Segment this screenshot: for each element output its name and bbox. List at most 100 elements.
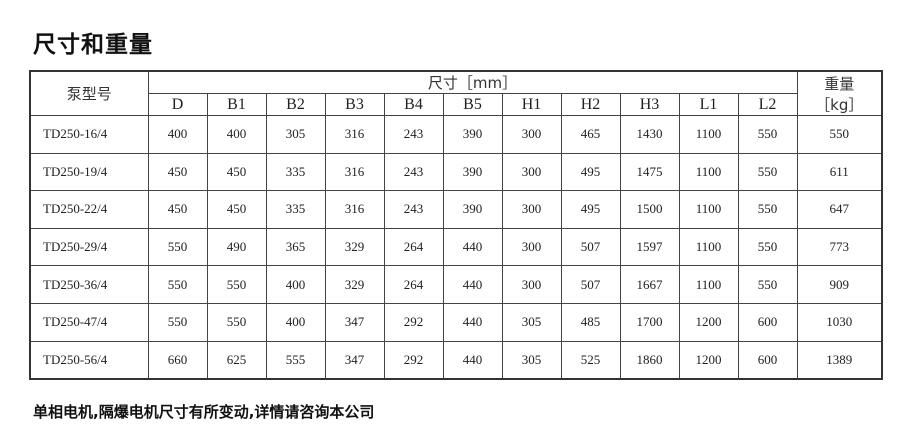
- table-row: TD250-29/4 550 490 365 329 264 440 300 507 1597 11…: [29, 227, 883, 267]
- weight-header-unit: ［kg］: [815, 95, 864, 114]
- column-header-l1: L1: [678, 93, 739, 116]
- dimension-cell: 1475: [619, 152, 680, 192]
- dimension-cell: 550: [206, 265, 267, 304]
- dimension-cell: 440: [442, 227, 503, 267]
- dimension-cell: 305: [501, 340, 562, 380]
- dimension-cell: 243: [383, 115, 444, 154]
- weight-cell: 1030: [796, 302, 883, 342]
- model-cell: TD250-22/4: [29, 190, 149, 229]
- dimension-cell: 440: [442, 302, 503, 342]
- column-header-l2: L2: [737, 93, 798, 116]
- dimension-cell: 347: [324, 302, 385, 342]
- dimension-cell: 550: [147, 265, 208, 304]
- dimension-cell: 400: [265, 265, 326, 304]
- dimension-cell: 1100: [678, 190, 739, 229]
- dimension-cell: 625: [206, 340, 267, 380]
- dimension-cell: 1200: [678, 302, 739, 342]
- dimension-cell: 1597: [619, 227, 680, 267]
- dimensions-weight-table: 泵型号 尺寸［mm］ 重量 ［kg］ D B1 B2 B3 B4 B5 H1 H2 H3 L1 L2…: [29, 70, 883, 381]
- dimension-group-header: 尺寸［mm］: [147, 70, 798, 94]
- dimension-cell: 400: [206, 115, 267, 154]
- column-header-b1: B1: [206, 93, 267, 116]
- dimension-cell: 365: [265, 227, 326, 267]
- dimension-cell: 1500: [619, 190, 680, 229]
- dimension-cell: 347: [324, 340, 385, 380]
- dimension-cell: 490: [206, 227, 267, 267]
- dimension-cell: 329: [324, 265, 385, 304]
- model-cell: TD250-19/4: [29, 152, 149, 192]
- dimension-cell: 550: [147, 302, 208, 342]
- dimension-cell: 390: [442, 190, 503, 229]
- dimension-cell: 1860: [619, 340, 680, 380]
- dimension-cell: 1700: [619, 302, 680, 342]
- page-title: 尺寸和重量: [33, 32, 153, 58]
- table-row: TD250-47/4 550 550 400 347 292 440 305 485 1700 12…: [29, 302, 883, 342]
- dimension-cell: 1100: [678, 152, 739, 192]
- dimension-cell: 243: [383, 190, 444, 229]
- column-header-h2: H2: [560, 93, 621, 116]
- table-row: TD250-56/4 660 625 555 347 292 440 305 525 1860 12…: [29, 340, 883, 380]
- dimension-cell: 485: [560, 302, 621, 342]
- dimension-cell: 525: [560, 340, 621, 380]
- dimension-cell: 550: [737, 227, 798, 267]
- dimension-cell: 1100: [678, 265, 739, 304]
- dimension-cell: 550: [147, 227, 208, 267]
- dimension-cell: 660: [147, 340, 208, 380]
- footnote: 单相电机,隔爆电机尺寸有所变动,详情请咨询本公司: [33, 403, 375, 421]
- dimension-cell: 450: [206, 190, 267, 229]
- dimension-cell: 465: [560, 115, 621, 154]
- dimension-cell: 550: [737, 152, 798, 192]
- dimension-cell: 495: [560, 152, 621, 192]
- dimension-cell: 300: [501, 115, 562, 154]
- dimension-cell: 390: [442, 152, 503, 192]
- dimension-cell: 300: [501, 265, 562, 304]
- dimension-cell: 300: [501, 190, 562, 229]
- dimension-cell: 450: [206, 152, 267, 192]
- column-header-d: D: [147, 93, 208, 116]
- dimension-cell: 550: [737, 190, 798, 229]
- dimension-cell: 440: [442, 340, 503, 380]
- dimension-cell: 507: [560, 265, 621, 304]
- column-header-b5: B5: [442, 93, 503, 116]
- dimension-cell: 305: [265, 115, 326, 154]
- dimension-cell: 300: [501, 227, 562, 267]
- dimension-cell: 555: [265, 340, 326, 380]
- dimension-cell: 550: [737, 265, 798, 304]
- dimension-cell: 1100: [678, 227, 739, 267]
- dimension-cell: 300: [501, 152, 562, 192]
- dimension-cell: 264: [383, 265, 444, 304]
- dimension-cell: 1200: [678, 340, 739, 380]
- dimension-cell: 316: [324, 115, 385, 154]
- weight-header-label: 重量: [824, 74, 855, 93]
- dimension-cell: 335: [265, 190, 326, 229]
- table-row: TD250-36/4 550 550 400 329 264 440 300 507 1667 11…: [29, 265, 883, 304]
- dimension-cell: 292: [383, 302, 444, 342]
- model-cell: TD250-29/4: [29, 227, 149, 267]
- weight-cell: 647: [796, 190, 883, 229]
- dimension-cell: 495: [560, 190, 621, 229]
- dimension-cell: 600: [737, 340, 798, 380]
- column-header-b3: B3: [324, 93, 385, 116]
- model-cell: TD250-47/4: [29, 302, 149, 342]
- dimension-cell: 264: [383, 227, 444, 267]
- weight-cell: 550: [796, 115, 883, 154]
- dimension-cell: 390: [442, 115, 503, 154]
- table-row: TD250-22/4 450 450 335 316 243 390 300 495 1500 11…: [29, 190, 883, 229]
- weight-cell: 1389: [796, 340, 883, 380]
- dimension-cell: 335: [265, 152, 326, 192]
- dimension-cell: 450: [147, 190, 208, 229]
- column-header-h1: H1: [501, 93, 562, 116]
- dimension-cell: 316: [324, 152, 385, 192]
- table-row: TD250-19/4 450 450 335 316 243 390 300 495 1475 11…: [29, 152, 883, 192]
- weight-cell: 773: [796, 227, 883, 267]
- dimension-cell: 600: [737, 302, 798, 342]
- model-cell: TD250-16/4: [29, 115, 149, 154]
- weight-header: 重量 ［kg］: [796, 70, 883, 116]
- dimension-cell: 292: [383, 340, 444, 380]
- dimension-cell: 329: [324, 227, 385, 267]
- model-header: 泵型号: [29, 70, 149, 116]
- dimension-cell: 450: [147, 152, 208, 192]
- dimension-cell: 243: [383, 152, 444, 192]
- dimension-cell: 507: [560, 227, 621, 267]
- column-header-b2: B2: [265, 93, 326, 116]
